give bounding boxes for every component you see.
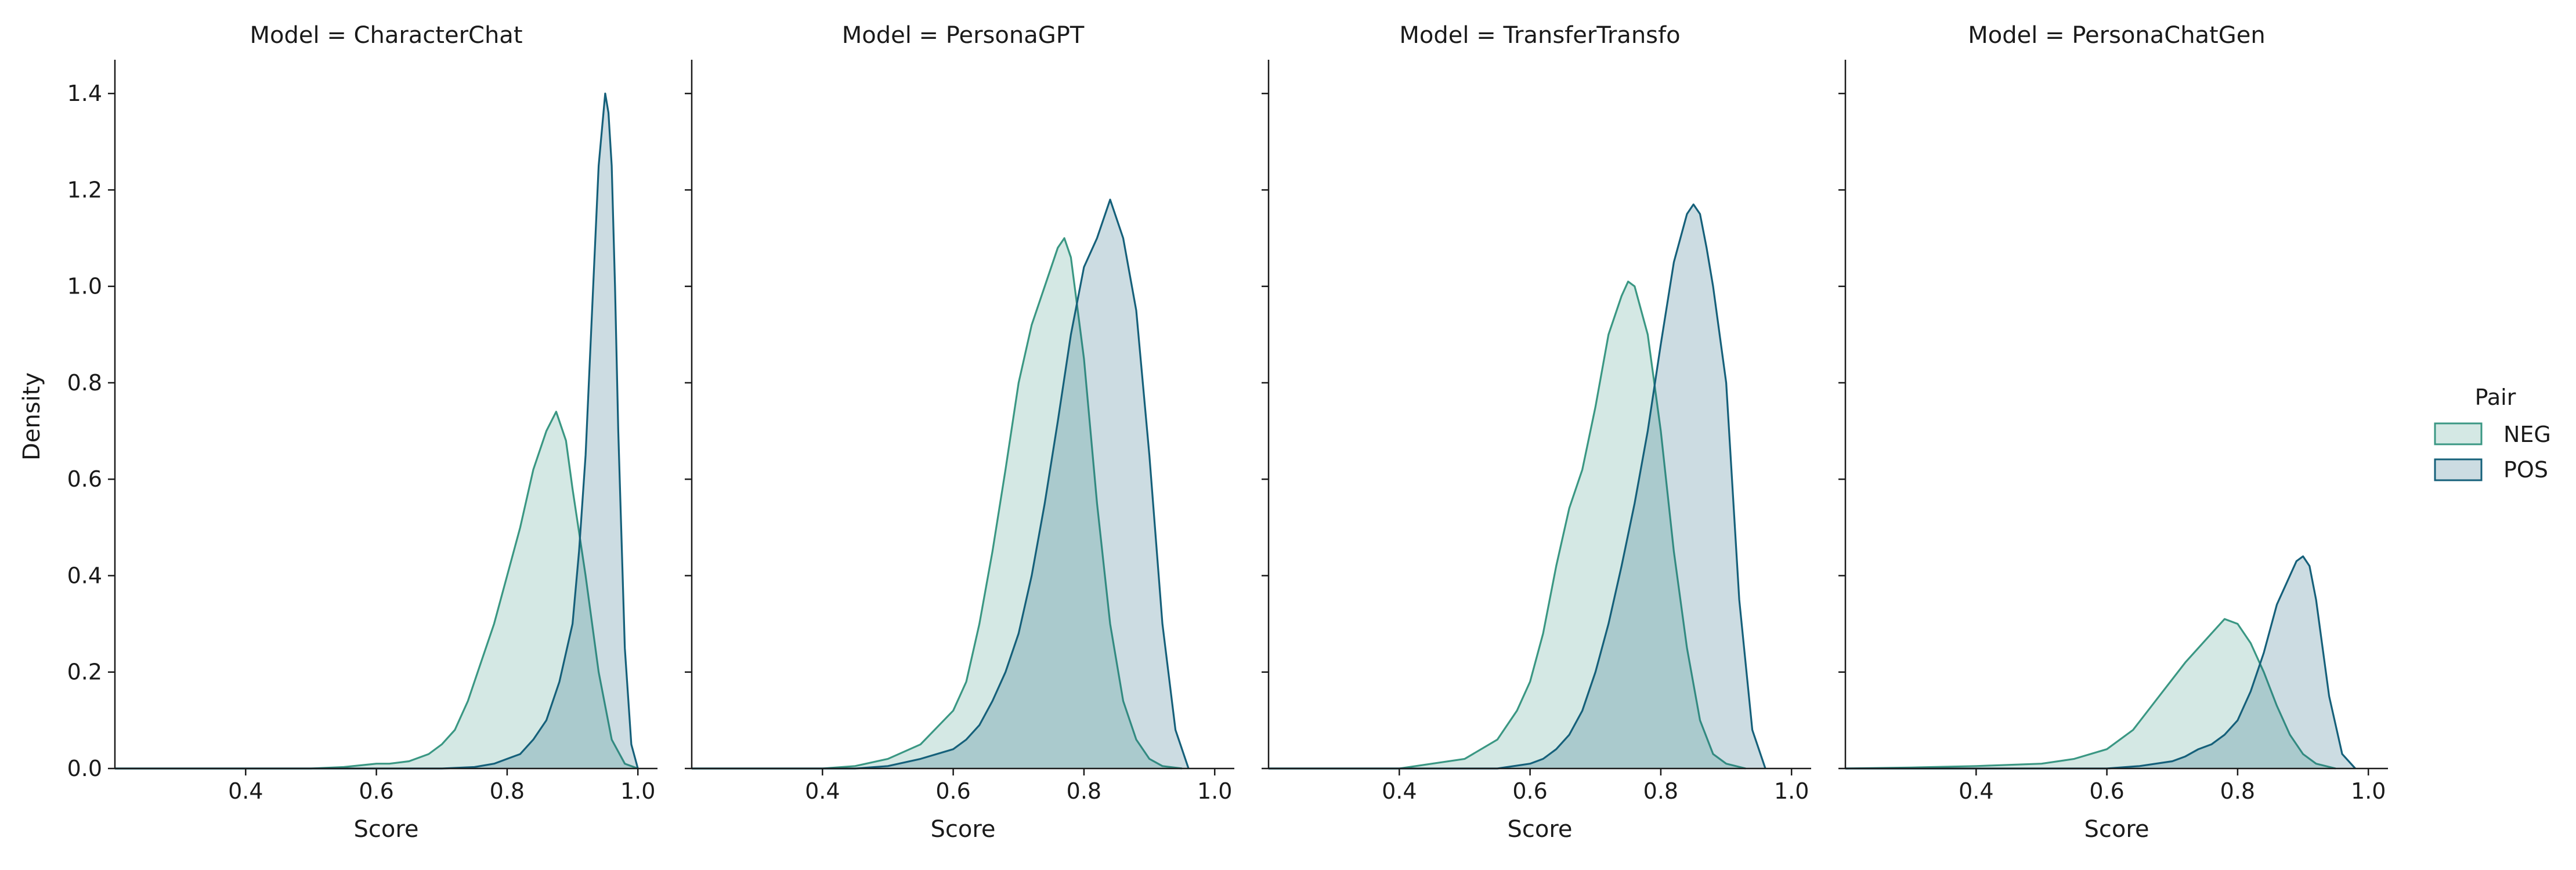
y-tick-label: 1.4 xyxy=(67,81,102,106)
x-tick-label: 1.0 xyxy=(1197,778,1232,804)
panel-title: Model = TransferTransfo xyxy=(1399,22,1680,49)
x-tick-label: 1.0 xyxy=(1774,778,1809,804)
density-line-neg xyxy=(115,411,638,770)
x-axis-label: Score xyxy=(2084,816,2149,843)
legend-title: Pair xyxy=(2475,385,2516,410)
density-line-pos xyxy=(1269,203,1766,770)
panel-title: Model = CharacterChat xyxy=(250,22,523,49)
y-tick-label: 0.8 xyxy=(67,370,102,396)
facet-panels: Model = CharacterChat 0.4 0.6 0.8 1.0 0.0 0.2 0… xyxy=(67,22,2388,843)
x-tick-label: 0.8 xyxy=(1643,778,1678,804)
legend-swatch-neg xyxy=(2434,422,2483,445)
x-tick-label: 0.4 xyxy=(1959,778,1993,804)
x-tick-label: 0.4 xyxy=(1382,778,1417,804)
density-area-pos xyxy=(1269,204,1766,768)
x-tick-label: 0.4 xyxy=(228,778,263,804)
x-tick-label: 0.6 xyxy=(2089,778,2124,804)
density-line-pos xyxy=(115,92,639,770)
x-tick-label: 0.8 xyxy=(490,778,525,804)
density-line-neg xyxy=(1845,618,2336,770)
x-tick-label: 0.6 xyxy=(359,778,393,804)
density-line-neg xyxy=(692,237,1183,770)
x-axis-label: Score xyxy=(1507,816,1572,843)
x-tick-label: 0.8 xyxy=(2220,778,2255,804)
x-tick-label: 0.4 xyxy=(805,778,840,804)
y-tick-label: 0.2 xyxy=(67,659,102,685)
density-area-neg xyxy=(1845,619,2336,768)
legend-entry-pos: POS xyxy=(2434,457,2548,483)
density-line-neg xyxy=(1269,280,1746,770)
facet-panel-4: Model = PersonaChatGen 0.4 0.6 0.8 1.0 Score xyxy=(1838,22,2388,843)
x-tick-label: 1.0 xyxy=(620,778,655,804)
legend: Pair NEG POS xyxy=(2434,385,2551,483)
x-tick-label: 1.0 xyxy=(2351,778,2386,804)
density-area-pos xyxy=(692,200,1189,769)
density-area-pos xyxy=(1845,556,2355,768)
legend-entry-neg: NEG xyxy=(2434,422,2551,447)
y-tick-label: 0.6 xyxy=(67,466,102,492)
x-tick-label: 0.8 xyxy=(1067,778,1101,804)
legend-label-neg: NEG xyxy=(2503,422,2551,447)
panel-title: Model = PersonaChatGen xyxy=(1968,22,2265,49)
y-tick-label: 0.4 xyxy=(67,563,102,588)
density-area-pos xyxy=(115,93,638,769)
x-tick-label: 0.6 xyxy=(1512,778,1547,804)
facet-panel-3: Model = TransferTransfo 0.4 0.6 0.8 1.0 Score xyxy=(1262,22,1811,843)
x-axis-label: Score xyxy=(353,816,418,843)
legend-label-pos: POS xyxy=(2503,457,2548,483)
x-axis-label: Score xyxy=(930,816,995,843)
y-tick-label: 0.0 xyxy=(67,756,102,781)
legend-swatch-pos xyxy=(2434,458,2483,481)
y-tick-label: 1.2 xyxy=(67,177,102,202)
density-line-pos xyxy=(1845,555,2356,770)
facet-panel-1: Model = CharacterChat 0.4 0.6 0.8 1.0 0.0 0.2 0… xyxy=(67,22,657,843)
density-line-pos xyxy=(692,198,1190,770)
y-tick-label: 1.0 xyxy=(67,274,102,299)
x-tick-label: 0.6 xyxy=(935,778,970,804)
panel-title: Model = PersonaGPT xyxy=(842,22,1085,49)
y-axis-label: Density xyxy=(19,372,45,461)
density-area-neg xyxy=(1269,281,1746,768)
facet-panel-2: Model = PersonaGPT 0.4 0.6 0.8 1.0 Score xyxy=(685,22,1234,843)
density-area-neg xyxy=(692,238,1182,769)
density-area-neg xyxy=(115,411,638,768)
